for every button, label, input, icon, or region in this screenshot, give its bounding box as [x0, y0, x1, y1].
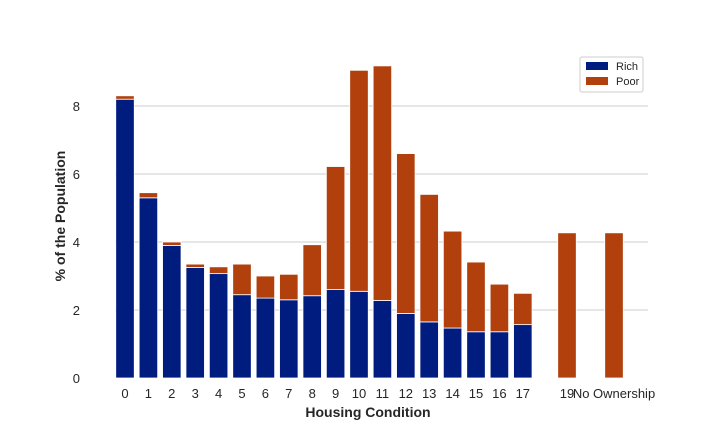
bar-poor-2: [162, 241, 182, 246]
x-tick-label: 2: [168, 386, 175, 401]
x-tick-label: 16: [492, 386, 506, 401]
x-tick-label: 19: [560, 386, 574, 401]
x-tick-label: 0: [121, 386, 128, 401]
x-tick-label: 13: [422, 386, 436, 401]
bar-poor-15: [466, 261, 486, 333]
bar-rich-14: [442, 327, 463, 379]
y-tick-label: 0: [73, 371, 80, 386]
x-tick-label: 17: [516, 386, 530, 401]
bar-rich-7: [279, 299, 299, 379]
bar-rich-3: [185, 267, 205, 379]
y-tick-labels: 0 2 4 6 8: [73, 99, 80, 386]
bar-poor-10: [349, 69, 369, 292]
bar-poor-4: [208, 266, 229, 275]
bar-rich-17: [513, 324, 533, 379]
x-tick-label: 3: [192, 386, 199, 401]
legend-swatch-rich: [586, 62, 608, 70]
x-tick-label: 9: [332, 386, 339, 401]
bar-poor-3: [185, 263, 205, 268]
bar-poor-13: [419, 193, 439, 323]
bar-rich-13: [419, 321, 439, 379]
y-tick-label: 6: [73, 167, 80, 182]
y-tick-label: 4: [73, 235, 80, 250]
y-tick-label: 2: [73, 303, 80, 318]
bar-rich-15: [466, 331, 486, 379]
x-tick-label: 1: [145, 386, 152, 401]
bar-rich-6: [255, 297, 276, 379]
bar-rich-4: [208, 273, 229, 379]
bar-rich-11: [372, 300, 393, 379]
y-axis-title: % of the Population: [52, 151, 68, 282]
x-tick-label: 5: [238, 386, 245, 401]
bar-rich-16: [489, 331, 510, 379]
legend-label-poor: Poor: [616, 76, 640, 88]
bar-rich-1: [138, 197, 159, 379]
bar-poor-16: [489, 283, 510, 333]
bar-poor-7: [279, 273, 299, 301]
x-tick-label: 15: [469, 386, 483, 401]
bar-poor-0: [115, 95, 135, 100]
bar-poor-11: [372, 65, 393, 301]
bar-rich-2: [162, 244, 182, 379]
legend-label-rich: Rich: [616, 61, 638, 73]
x-tick-label: 8: [309, 386, 316, 401]
x-tick-label: 4: [215, 386, 222, 401]
bar-poor-5: [232, 263, 252, 296]
bar-rich-0: [115, 98, 135, 379]
bar-poor-8: [302, 244, 322, 297]
bar-rich-10: [349, 290, 369, 379]
bar-rich-5: [232, 294, 252, 379]
bar-poor-19: [557, 232, 577, 379]
legend: Rich Poor: [579, 56, 644, 93]
x-axis-title: Housing Condition: [305, 404, 430, 420]
bar-poor-12: [396, 153, 416, 314]
bar-poor-9: [325, 166, 346, 291]
bar-poor-1: [138, 192, 159, 199]
bars: [115, 65, 624, 379]
x-tick-label: 10: [352, 386, 366, 401]
bar-poor-17: [513, 292, 533, 326]
bar-rich-8: [302, 295, 322, 379]
x-tick-label: 11: [376, 386, 390, 401]
bar-poor-6: [255, 275, 276, 299]
x-tick-label: 6: [262, 386, 269, 401]
x-tick-label: 12: [399, 386, 413, 401]
bar-rich-12: [396, 312, 416, 379]
x-tick-label: 7: [285, 386, 292, 401]
legend-swatch-poor: [586, 77, 608, 85]
x-tick-label: 14: [445, 386, 459, 401]
bar-poor-14: [442, 230, 463, 329]
bar-poor-no-ownership: [604, 232, 624, 379]
x-tick-label: No Ownership: [573, 386, 655, 401]
bar-rich-9: [325, 289, 346, 379]
y-tick-label: 8: [73, 99, 80, 114]
